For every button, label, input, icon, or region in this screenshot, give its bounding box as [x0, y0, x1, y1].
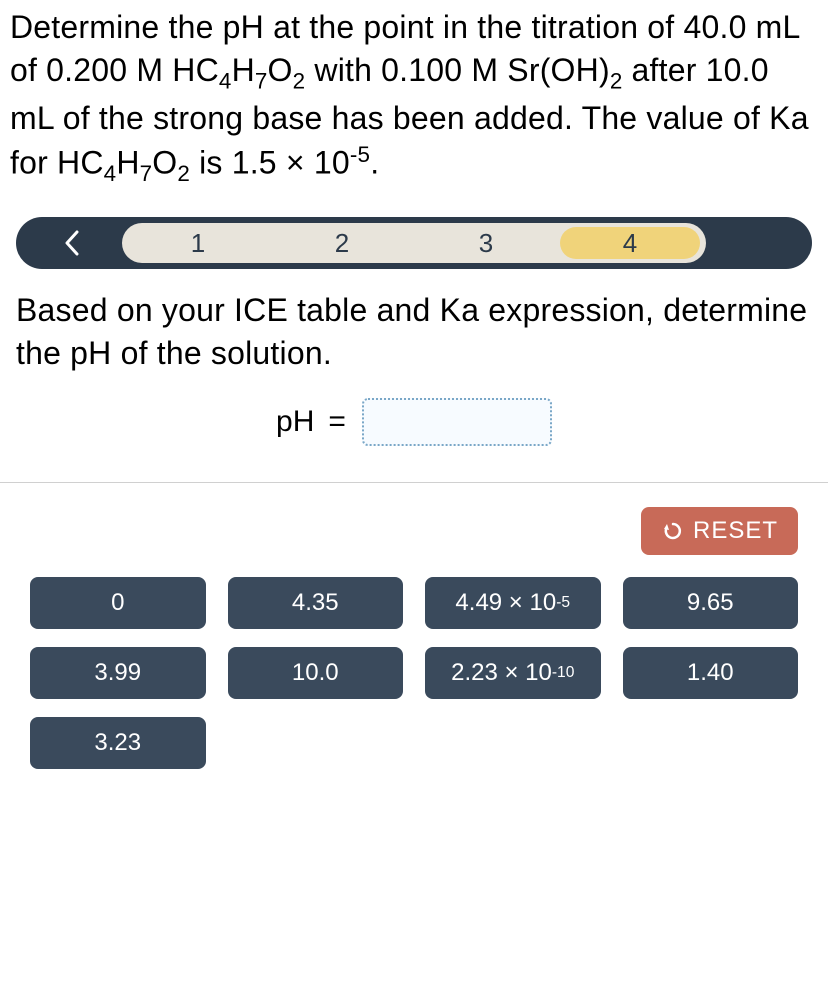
answer-tile[interactable]: 3.99: [30, 647, 206, 699]
ph-label: pH: [276, 405, 314, 439]
step-3[interactable]: 3: [414, 228, 558, 259]
chevron-left-icon: [62, 229, 82, 257]
sub-question-text: Based on your ICE table and Ka expressio…: [0, 269, 828, 375]
step-back-button[interactable]: [22, 229, 122, 257]
answer-tile[interactable]: 0: [30, 577, 206, 629]
step-2[interactable]: 2: [270, 228, 414, 259]
answer-tile[interactable]: 4.35: [228, 577, 404, 629]
reset-icon: [661, 519, 685, 543]
equation-row: pH =: [0, 398, 828, 446]
answer-tile[interactable]: 1.40: [623, 647, 799, 699]
answer-tile[interactable]: 4.49 × 10-5: [425, 577, 601, 629]
answer-tile[interactable]: 2.23 × 10-10: [425, 647, 601, 699]
equals-sign: =: [328, 405, 346, 439]
answer-tile[interactable]: 10.0: [228, 647, 404, 699]
step-4[interactable]: 4: [558, 228, 702, 259]
reset-button[interactable]: RESET: [641, 507, 798, 555]
reset-label: RESET: [693, 517, 778, 545]
question-text: Determine the pH at the point in the tit…: [0, 0, 828, 189]
answer-tile[interactable]: 3.23: [30, 717, 206, 769]
answer-tiles-grid: 0 4.35 4.49 × 10-5 9.65 3.99 10.0 2.23 × 10-10…: [0, 555, 828, 769]
step-navigator: 1 2 3 4: [16, 217, 812, 269]
answer-drop-target[interactable]: [362, 398, 552, 446]
steps-track: 1 2 3 4: [122, 223, 706, 263]
step-1[interactable]: 1: [126, 228, 270, 259]
answer-tile[interactable]: 9.65: [623, 577, 799, 629]
